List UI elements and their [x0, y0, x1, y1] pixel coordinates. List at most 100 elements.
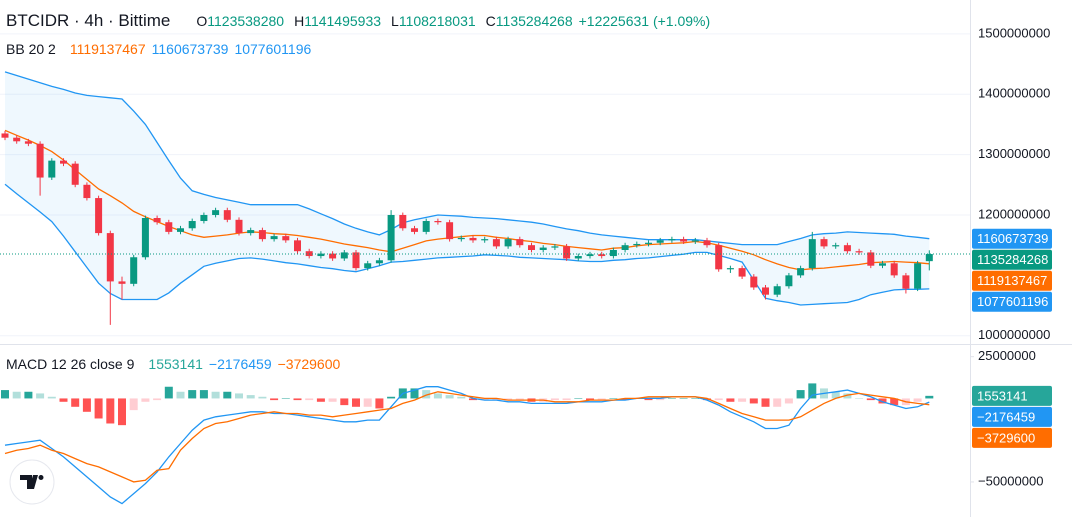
candle-body — [820, 239, 828, 247]
candle-body — [387, 214, 395, 261]
histogram-bar — [913, 398, 922, 402]
histogram-bar — [925, 395, 934, 399]
candle-body — [832, 245, 840, 247]
histogram-bar — [118, 398, 126, 426]
histogram-bar — [433, 393, 442, 399]
candle-body — [434, 221, 442, 223]
candle-body — [516, 239, 524, 246]
histogram-bar — [679, 398, 688, 399]
price-tag — [972, 427, 1052, 448]
ohlc-value: 1135284268 — [495, 13, 573, 29]
candle-body — [130, 257, 138, 284]
price-tag — [972, 385, 1052, 406]
histogram-bar — [703, 398, 711, 401]
histogram-bar — [340, 398, 349, 406]
y-tick-label: −50000000 — [978, 473, 1043, 488]
histogram-bar — [328, 398, 337, 402]
candle-body — [925, 254, 933, 262]
band-fill — [5, 71, 930, 306]
histogram-bar — [141, 398, 150, 402]
histogram-bar — [890, 398, 899, 406]
logo-dot — [38, 475, 44, 480]
ohlc-label: O — [196, 13, 208, 29]
histogram-bar — [773, 398, 782, 407]
histogram-bar — [270, 398, 279, 401]
y-tick-label: 25000000 — [978, 348, 1036, 363]
candle-body — [340, 252, 348, 259]
candle-body — [294, 240, 301, 252]
price-tag — [972, 406, 1052, 427]
histogram-bar — [164, 386, 173, 399]
y-tick-label: 1300000000 — [978, 146, 1050, 161]
histogram-bar — [1, 390, 9, 399]
candle-body — [773, 286, 781, 295]
histogram-bar — [12, 391, 21, 399]
histogram-bar — [153, 398, 162, 401]
histogram-bar — [94, 398, 103, 419]
histogram-bar — [504, 398, 513, 401]
candle-body — [446, 222, 454, 240]
candle-body — [879, 263, 886, 266]
candle-body — [574, 256, 582, 259]
candle-body — [656, 240, 664, 243]
candle-body — [188, 221, 196, 229]
candle-body — [902, 275, 910, 289]
price-tag — [972, 270, 1052, 291]
histogram-bar — [352, 398, 360, 407]
histogram-bar — [129, 398, 138, 411]
macd-legend: MACD 12 26 close 9 1553141 −2176459 −372… — [6, 356, 340, 372]
candle-body — [504, 239, 512, 247]
histogram-bar — [644, 398, 653, 401]
price-tag-label: 1135284268 — [977, 252, 1048, 267]
histogram-bar — [199, 390, 208, 399]
candle-body — [563, 246, 571, 259]
candle-body — [867, 252, 875, 266]
indicator-value: 1553141 — [148, 356, 203, 372]
histogram-bar — [808, 383, 817, 399]
ohlc-label: L — [391, 13, 399, 29]
price-tag — [972, 228, 1052, 249]
candle-body — [411, 228, 418, 232]
indicator-value: 1077601196 — [234, 41, 312, 57]
candle-body — [71, 163, 79, 185]
histogram-bar — [176, 391, 185, 399]
histogram-bar — [784, 398, 793, 404]
histogram-bar — [363, 398, 372, 407]
histogram-bar — [410, 388, 419, 399]
candle-body — [212, 210, 220, 215]
histogram-bar — [667, 398, 676, 399]
histogram-bar — [738, 398, 747, 402]
histogram-bar — [24, 391, 33, 399]
histogram-bar — [562, 398, 571, 401]
price-tag-label: 1119137467 — [977, 273, 1047, 288]
price-tag — [972, 291, 1052, 312]
y-tick-label: 1200000000 — [978, 206, 1050, 221]
histogram-bar — [281, 398, 290, 399]
candle-body — [118, 281, 126, 284]
histogram-bar — [457, 396, 466, 399]
y-tick-label: 1500000000 — [978, 25, 1050, 40]
candle-body — [668, 239, 676, 241]
candle-body — [36, 143, 44, 178]
candle-body — [808, 239, 816, 269]
histogram-bar — [316, 398, 325, 402]
price-tag-label: −3729600 — [977, 430, 1035, 445]
candle-body — [855, 251, 863, 253]
histogram-bar — [878, 398, 887, 404]
histogram-bar — [656, 398, 665, 401]
candle-body — [95, 198, 103, 234]
indicator-line — [4, 386, 930, 505]
candle-body — [738, 268, 746, 277]
candle-body — [890, 263, 898, 276]
histogram-bar — [106, 398, 115, 424]
histogram-bar — [597, 398, 606, 401]
histogram-bar — [749, 398, 758, 404]
histogram-bar — [469, 398, 477, 401]
candle-body — [48, 160, 56, 178]
candle-body — [598, 254, 606, 257]
price-tag-label: 1077601196 — [977, 294, 1048, 309]
indicator-value: 1119137467 — [69, 41, 146, 57]
ohlc-value: 1108218031 — [398, 13, 476, 29]
candle-body — [13, 137, 21, 142]
